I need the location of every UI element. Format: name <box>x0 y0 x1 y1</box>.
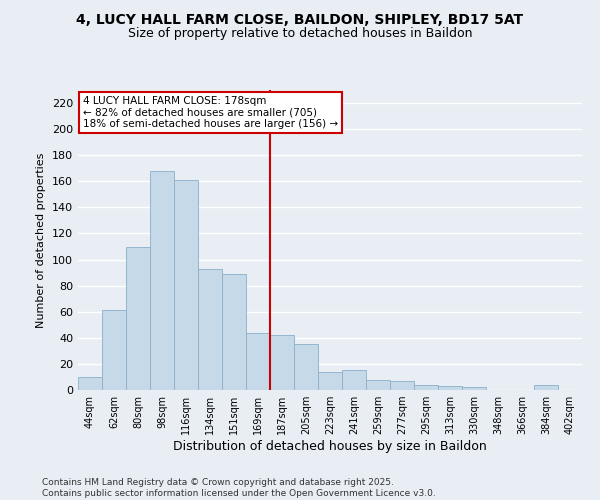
Bar <box>414 385 438 390</box>
Bar <box>174 180 198 390</box>
Bar <box>318 372 342 390</box>
Bar <box>294 344 318 390</box>
Text: Contains HM Land Registry data © Crown copyright and database right 2025.
Contai: Contains HM Land Registry data © Crown c… <box>42 478 436 498</box>
Y-axis label: Number of detached properties: Number of detached properties <box>37 152 46 328</box>
Bar <box>342 370 366 390</box>
X-axis label: Distribution of detached houses by size in Baildon: Distribution of detached houses by size … <box>173 440 487 453</box>
Text: Size of property relative to detached houses in Baildon: Size of property relative to detached ho… <box>128 28 472 40</box>
Bar <box>246 332 270 390</box>
Bar <box>366 380 390 390</box>
Bar <box>222 274 246 390</box>
Bar <box>390 381 414 390</box>
Bar <box>126 246 150 390</box>
Bar <box>198 268 222 390</box>
Text: 4, LUCY HALL FARM CLOSE, BAILDON, SHIPLEY, BD17 5AT: 4, LUCY HALL FARM CLOSE, BAILDON, SHIPLE… <box>76 12 524 26</box>
Bar <box>102 310 126 390</box>
Bar <box>462 388 486 390</box>
Bar <box>270 335 294 390</box>
Bar <box>78 377 102 390</box>
Bar <box>534 385 558 390</box>
Bar <box>438 386 462 390</box>
Text: 4 LUCY HALL FARM CLOSE: 178sqm
← 82% of detached houses are smaller (705)
18% of: 4 LUCY HALL FARM CLOSE: 178sqm ← 82% of … <box>83 96 338 129</box>
Bar <box>150 171 174 390</box>
